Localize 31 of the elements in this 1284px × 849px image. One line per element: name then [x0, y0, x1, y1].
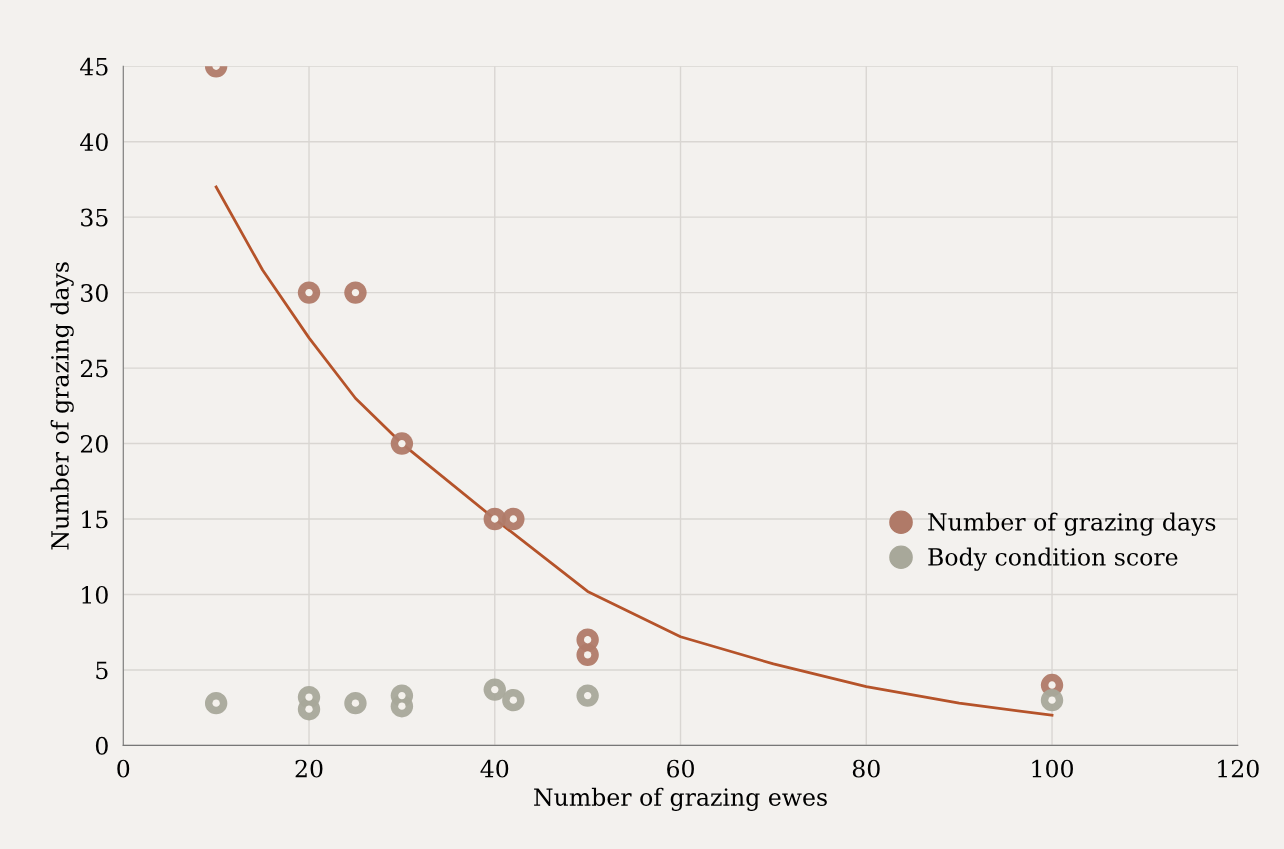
legend-label: Number of grazing days: [928, 512, 1216, 536]
y-tick-label: 30: [81, 284, 108, 302]
point: [576, 684, 599, 707]
y-tick-label: 0: [95, 736, 108, 755]
y-tick-label: 35: [81, 208, 108, 227]
x-axis-title: Number of grazing ewes: [534, 787, 827, 811]
y-tick-label: 25: [80, 359, 108, 378]
legend-label: Body condition score: [928, 547, 1178, 571]
point: [344, 691, 367, 715]
point: [1040, 688, 1064, 712]
x-tick-label: 100: [1032, 759, 1073, 778]
y-tick-label: 20: [80, 435, 108, 453]
y-tick-label: 45: [80, 57, 108, 76]
y-tick-label: 15: [82, 510, 108, 529]
y-tick-label: 10: [82, 585, 108, 604]
point: [502, 688, 525, 712]
x-tick-label: 0: [117, 759, 130, 778]
point: [344, 281, 367, 304]
point: [483, 678, 506, 701]
x-tick-label: 80: [852, 759, 880, 778]
point: [502, 507, 525, 531]
point: [204, 691, 228, 715]
x-tick-label: 20: [295, 759, 323, 778]
y-tick-label: 40: [80, 133, 108, 151]
y-tick-label: 5: [96, 661, 108, 680]
x-tick-label: 40: [480, 759, 509, 778]
y-axis-title: Number of grazing days: [50, 262, 74, 550]
x-tick-label: 60: [667, 759, 694, 778]
point: [297, 281, 321, 304]
point: [576, 643, 599, 667]
x-tick-label: 120: [1218, 759, 1259, 778]
